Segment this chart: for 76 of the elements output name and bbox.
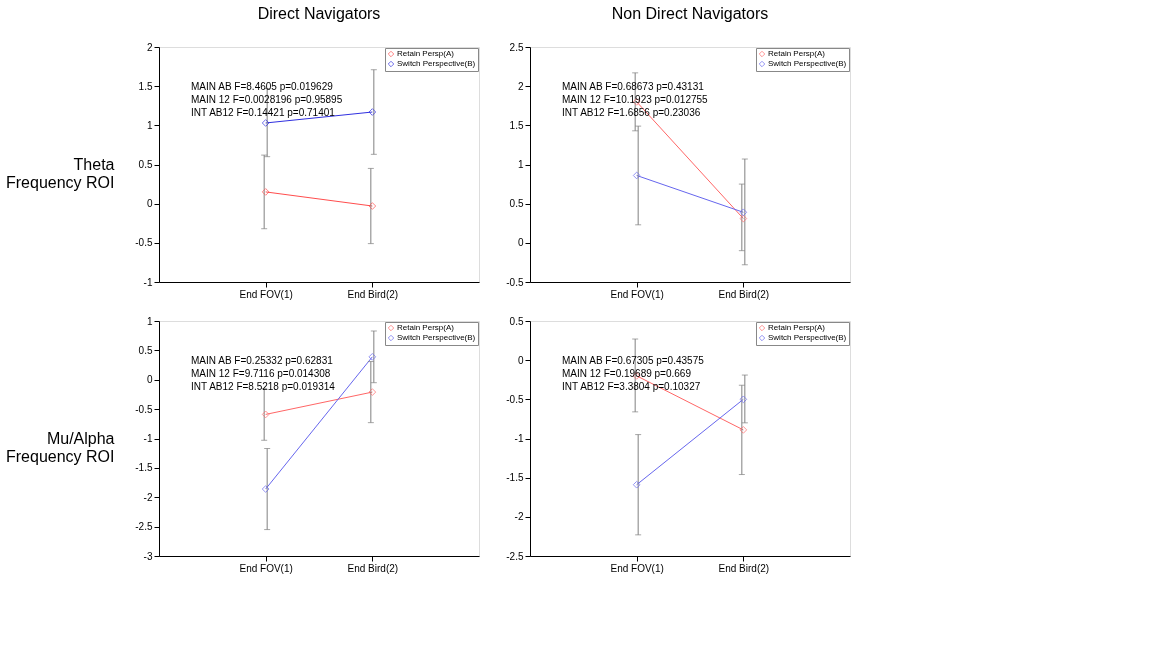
y-tick-label: -1.5: [135, 462, 153, 474]
y-tick-label: 1.5: [509, 119, 524, 131]
y-tick-label: 0.5: [138, 159, 153, 170]
y-tick-label: -0.5: [506, 393, 524, 405]
point: [261, 119, 270, 127]
y-tick-label: -1.5: [506, 472, 524, 484]
y-tick-label: 0.5: [509, 315, 524, 327]
y-tick-label: -2.5: [135, 521, 153, 533]
legend-label: Retain Persp(A): [397, 49, 455, 58]
point: [739, 214, 748, 223]
legend-label: Switch Perspective(B): [768, 59, 847, 68]
y-axis-title: Theta Frequency ROI: [6, 156, 115, 191]
annotation: MAIN AB F=8.4605 p=0.019629: [191, 81, 334, 92]
annotation: MAIN 12 F=9.7116 p=0.014308: [191, 368, 331, 379]
x-tick-label: End Bird(2): [718, 288, 770, 300]
annotation: MAIN AB F=0.25332 p=0.62831: [191, 355, 334, 366]
y-tick-label: 1: [517, 159, 524, 170]
chart-title: Non Direct Navigators: [611, 5, 769, 22]
x-tick-label: End FOV(1): [239, 288, 293, 300]
y-tick-label: 1: [146, 315, 153, 327]
annotation: INT AB12 F=3.3804 p=0.10327: [562, 381, 701, 392]
annotation: MAIN 12 F=10.1923 p=0.012755: [562, 94, 709, 105]
x-tick-label: End Bird(2): [718, 562, 770, 574]
y-tick-label: -1: [514, 433, 524, 444]
point: [739, 208, 748, 217]
x-tick-label: End FOV(1): [610, 562, 664, 574]
y-tick-label: 1: [146, 119, 153, 131]
y-axis-title: Mu/Alpha Frequency ROI: [6, 430, 115, 465]
y-tick-label: 2: [517, 80, 524, 92]
annotation: INT AB12 F=1.6856 p=0.23036: [562, 107, 701, 118]
legend-label: Retain Persp(A): [768, 49, 826, 58]
x-tick-label: End FOV(1): [239, 562, 293, 574]
annotation: INT AB12 F=0.14421 p=0.71401: [191, 107, 336, 118]
y-tick-label: 0: [517, 237, 524, 249]
x-tick-label: End FOV(1): [610, 288, 664, 300]
legend-label: Switch Perspective(B): [768, 333, 847, 342]
y-tick-label: 2.5: [509, 41, 524, 53]
point: [368, 388, 377, 396]
legend-label: Switch Perspective(B): [397, 333, 476, 342]
y-tick-label: 0: [146, 374, 153, 386]
y-tick-label: -1: [143, 433, 153, 444]
annotation: MAIN 12 F=0.0028196 p=0.95895: [191, 94, 343, 105]
point: [261, 188, 270, 196]
y-tick-label: 2: [146, 41, 153, 53]
annotation: INT AB12 F=8.5218 p=0.019314: [191, 381, 336, 392]
point: [368, 202, 377, 210]
chart-title: Direct Navigators: [257, 5, 381, 22]
y-tick-label: -2: [143, 491, 153, 503]
y-tick-label: -2.5: [506, 550, 524, 562]
legend-label: Switch Perspective(B): [397, 59, 476, 68]
y-tick-label: 0.5: [509, 198, 524, 210]
y-tick-label: -1: [143, 276, 153, 288]
point: [261, 410, 270, 419]
annotation: MAIN 12 F=0.19689 p=0.669: [562, 368, 692, 379]
y-tick-label: 0: [146, 198, 153, 210]
y-tick-label: 1.5: [138, 80, 153, 92]
y-tick-label: -0.5: [135, 403, 153, 415]
y-tick-label: -2: [514, 511, 524, 523]
x-tick-label: End Bird(2): [347, 562, 399, 574]
y-tick-label: 0: [517, 354, 524, 366]
y-tick-label: -0.5: [135, 237, 153, 249]
point: [261, 485, 270, 493]
x-tick-label: End Bird(2): [347, 288, 399, 300]
point: [739, 395, 748, 404]
y-tick-label: -0.5: [506, 276, 524, 288]
y-tick-label: -3: [143, 550, 153, 562]
point: [368, 108, 377, 116]
point: [632, 171, 641, 180]
point: [739, 426, 748, 434]
annotation: MAIN AB F=0.67305 p=0.43575: [562, 355, 705, 366]
legend-label: Retain Persp(A): [768, 323, 826, 332]
point: [632, 480, 641, 489]
legend-label: Retain Persp(A): [397, 323, 455, 332]
annotation: MAIN AB F=0.68673 p=0.43131: [562, 81, 705, 92]
point: [368, 352, 377, 361]
y-tick-label: 0.5: [138, 344, 153, 356]
